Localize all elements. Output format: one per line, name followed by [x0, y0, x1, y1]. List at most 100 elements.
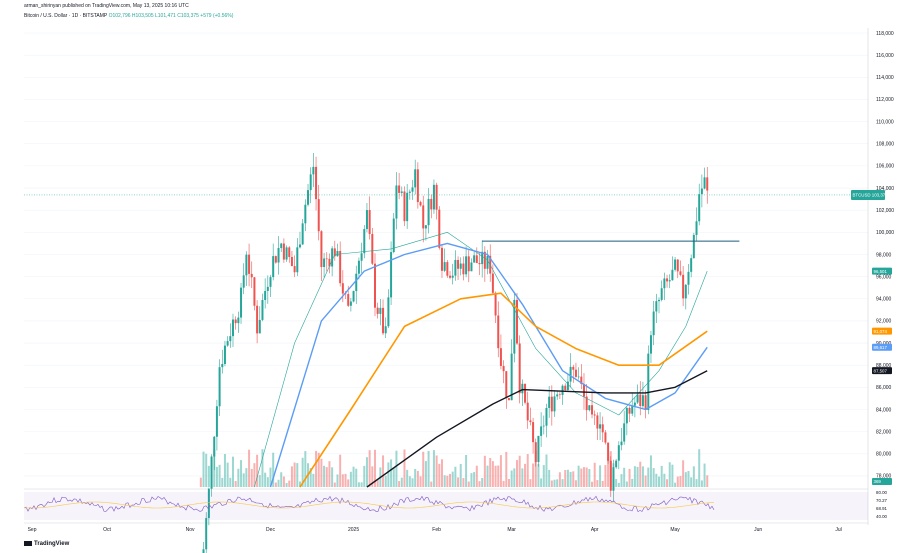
volume-bar: [309, 468, 312, 487]
candle-body: [296, 247, 299, 273]
candle-body: [382, 307, 385, 334]
y-tick-label: 98,000: [876, 252, 892, 258]
candle-body: [497, 315, 500, 349]
candle-body: [690, 258, 693, 272]
volume-bar: [422, 451, 425, 487]
volume-bar: [357, 482, 360, 487]
volume-bar: [580, 468, 583, 487]
candle-body: [668, 280, 671, 282]
volume-bar: [312, 473, 315, 487]
volume-bar: [596, 480, 599, 487]
y-tick-label: 100,000: [876, 230, 894, 236]
volume-bar: [430, 481, 433, 487]
volume-bar: [679, 476, 682, 487]
candle-body: [307, 190, 310, 205]
volume-bar: [666, 479, 669, 487]
volume-bar: [676, 476, 679, 487]
candle-body: [617, 445, 620, 461]
candle-body: [231, 319, 234, 337]
candle-body: [384, 326, 387, 334]
candle-body: [422, 205, 425, 229]
candle-body: [607, 442, 610, 461]
candle-body: [376, 307, 379, 314]
candle-body: [604, 432, 607, 443]
volume-bar: [253, 463, 256, 487]
candle-body: [558, 394, 561, 396]
volume-bar: [649, 455, 652, 487]
candle-body: [202, 549, 205, 553]
candle-body: [706, 177, 709, 191]
volume-bar: [223, 453, 226, 487]
volume-bar: [231, 456, 234, 487]
price-label-bg: [872, 267, 892, 275]
candle-body: [411, 187, 414, 192]
volume-bar: [475, 465, 478, 487]
candle-body: [655, 301, 658, 312]
volume-bar: [344, 473, 347, 487]
candle-body: [390, 252, 393, 298]
candle-body: [548, 396, 551, 408]
volume-bar: [408, 476, 411, 487]
volume-bar: [489, 458, 492, 487]
volume-bar: [400, 477, 403, 487]
volume-bar: [470, 473, 473, 487]
candle-body: [432, 184, 435, 210]
candle-body: [596, 415, 599, 429]
volume-bar: [462, 478, 465, 487]
candle-body: [266, 286, 269, 291]
candle-body: [601, 424, 604, 433]
y-tick-label: 112,000: [876, 97, 894, 103]
tradingview-brand: TradingView: [24, 541, 69, 547]
volume-bar: [625, 481, 628, 487]
volume-bar: [641, 466, 644, 487]
candle-body: [636, 394, 639, 403]
volume-bar: [593, 462, 596, 487]
candle-body: [360, 253, 363, 261]
candle-body: [309, 174, 312, 191]
candle-body: [221, 363, 224, 368]
candle-body: [398, 185, 401, 193]
candle-body: [328, 258, 331, 267]
y-tick-label: 106,000: [876, 164, 894, 170]
volume-bar: [373, 449, 376, 487]
x-tick-label: 2025: [348, 527, 359, 533]
price-label-bg: [872, 477, 892, 485]
candle-body: [357, 260, 360, 274]
y-tick-label: 88,000: [876, 363, 892, 369]
candle-body: [486, 255, 489, 269]
rsi-signal-line: [23, 501, 715, 509]
volume-bar: [293, 462, 296, 487]
candle-body: [556, 394, 559, 397]
ohlc-values: O102,796 H103,505 L101,471 C103,375 +579…: [108, 13, 234, 19]
volume-bar: [700, 480, 703, 487]
volume-bar: [398, 481, 401, 487]
candle-body: [210, 456, 213, 489]
candle-body: [256, 305, 259, 334]
brand-text: TradingView: [34, 541, 70, 548]
candle-body: [371, 233, 374, 264]
x-tick-label: Dec: [266, 527, 275, 533]
candle-body: [470, 262, 473, 272]
volume-bar: [617, 482, 620, 487]
y-tick-label: 110,000: [876, 119, 894, 125]
candle-body: [647, 353, 650, 410]
volume-bar: [518, 455, 521, 487]
volume-bar: [668, 462, 671, 487]
volume-bar: [687, 471, 690, 487]
volume-bar: [494, 465, 497, 487]
volume-bar: [331, 467, 334, 487]
y-tick-label: 102,000: [876, 208, 894, 214]
volume-bar: [336, 474, 339, 487]
volume-bar: [564, 470, 567, 487]
candle-body: [274, 256, 277, 263]
volume-bar: [682, 460, 685, 487]
volume-bar: [371, 466, 374, 487]
volume-bar: [261, 449, 264, 487]
volume-bar: [639, 461, 642, 487]
symbol-text: Bitcoin / U.S. Dollar · 1D · BITSTAMP: [24, 13, 108, 19]
candle-body: [253, 277, 256, 306]
candle-body: [553, 396, 556, 412]
volume-bar: [368, 450, 371, 487]
volume-bar: [384, 475, 387, 487]
